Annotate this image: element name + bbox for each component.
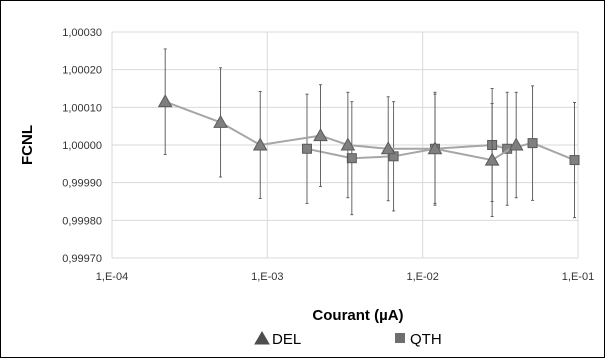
grid xyxy=(111,31,579,259)
marker-qth xyxy=(346,153,357,164)
series-layer xyxy=(157,48,580,219)
marker-del xyxy=(508,137,524,151)
marker-del xyxy=(157,94,173,108)
legend-label-del: DEL xyxy=(272,331,301,348)
x-tick-label: 1,E-04 xyxy=(96,271,128,283)
marker-del xyxy=(380,141,396,155)
series-del xyxy=(157,48,524,218)
legend-label-qth: QTH xyxy=(410,331,442,348)
x-tick-label: 1,E-02 xyxy=(406,271,438,283)
y-axis-title: FCNL xyxy=(19,125,36,165)
y-tick-label: 0,99980 xyxy=(62,215,102,227)
marker-qth xyxy=(301,143,312,154)
marker-del xyxy=(484,152,500,166)
series-line-del xyxy=(164,100,517,162)
y-tick-label: 1,00010 xyxy=(62,102,102,114)
marker-qth xyxy=(569,155,580,166)
y-tick-label: 1,00000 xyxy=(62,140,102,152)
marker-del xyxy=(427,141,443,155)
legend-marker-qth xyxy=(395,333,405,343)
x-tick-label: 1,E-01 xyxy=(562,271,594,283)
x-axis-title: Courant (µA) xyxy=(312,307,403,324)
y-tick-label: 0,99990 xyxy=(62,178,102,190)
marker-del xyxy=(340,137,356,151)
x-tick-label: 1,E-03 xyxy=(251,271,283,283)
y-tick-label: 1,00020 xyxy=(62,65,102,77)
marker-del xyxy=(313,128,328,142)
legend-marker-del xyxy=(254,331,270,345)
x-tick-labels: 1,E-04 1,E-03 1,E-02 1,E-01 xyxy=(96,271,594,283)
marker-qth xyxy=(527,138,538,149)
y-tick-label: 1,00030 xyxy=(62,27,102,39)
marker-del xyxy=(213,114,228,128)
y-tick-labels: 1,00030 1,00020 1,00010 1,00000 0,99990 0,999… xyxy=(62,27,102,265)
marker-del xyxy=(252,137,268,151)
y-tick-label: 0,99970 xyxy=(62,253,102,265)
legend: DEL QTH xyxy=(254,331,442,348)
